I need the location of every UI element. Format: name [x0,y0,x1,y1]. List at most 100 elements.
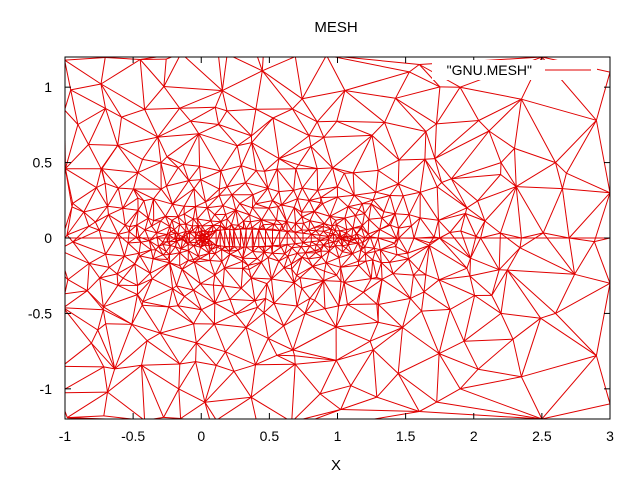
mesh-edge [301,200,310,213]
mesh-edge [94,221,100,231]
mesh-edge [226,182,246,188]
mesh-edge [301,288,311,299]
mesh-edge [180,242,187,250]
mesh-edge [409,275,414,299]
mesh-edge [214,253,223,262]
mesh-edge [407,238,415,254]
mesh-edge [319,393,342,410]
mesh-edge [301,256,309,260]
mesh-edge [144,229,157,234]
mesh-edge [278,260,285,269]
mesh-edge [273,223,281,232]
mesh-edge [185,224,190,233]
mesh-edge [108,267,118,275]
mesh-edge [104,182,119,189]
mesh-edge [179,223,187,232]
mesh-edge [249,214,251,222]
mesh-edge [72,187,97,204]
mesh-edge [449,213,466,233]
mesh-edge [177,205,185,218]
mesh-edge [419,159,426,193]
mesh-edge [203,232,207,235]
mesh-edge [419,192,439,221]
mesh-edge [121,108,145,118]
mesh-edge [364,246,366,254]
mesh-edge [105,323,132,325]
mesh-edge [294,223,297,233]
mesh-edge [384,98,396,123]
mesh-edge [251,219,263,228]
mesh-edge [332,167,354,174]
mesh-edge [116,273,124,279]
mesh-edge [179,90,223,109]
mesh-edge [278,253,286,262]
mesh-edge [283,263,292,269]
mesh-edge [214,90,223,108]
mesh-edge [320,196,338,199]
mesh-edge [301,57,327,100]
mesh-edge [255,203,269,209]
mesh-edge [103,392,108,416]
mesh-edge [166,226,171,235]
mesh-edge [276,219,283,226]
mesh-edge [344,71,410,91]
mesh-edge [425,245,430,275]
mesh-edge [192,230,196,233]
mesh-edge [328,242,331,248]
mesh-edge [266,278,272,284]
mesh-edge [195,201,206,208]
mesh-edge [396,252,408,256]
mesh-edge [484,220,501,234]
mesh-edge [136,236,140,238]
mesh-edge [142,288,173,303]
mesh-edge [190,120,219,125]
mesh-edge [72,225,90,243]
mesh-edge [176,238,181,242]
mesh-edge [375,170,379,193]
mesh-edge [276,206,279,221]
mesh-edge [574,273,610,284]
mesh-edge [184,289,194,297]
mesh-edge [99,229,119,235]
mesh-edge [295,216,303,224]
mesh-edge [297,252,306,254]
mesh-edge [209,260,216,276]
mesh-edge [336,321,379,328]
mesh-edge [229,249,239,252]
mesh-edge [379,249,382,263]
mesh-edge [390,224,399,229]
mesh-edge [65,391,108,394]
mesh-edge [488,130,515,149]
mesh-edge [157,136,168,158]
mesh-edge [145,420,211,423]
mesh-edge [319,385,352,395]
mesh-edge [224,260,243,269]
mesh-edge [122,197,139,209]
mesh-edge [102,285,119,308]
mesh-edge [342,239,349,246]
mesh-edge [334,240,339,246]
mesh-edge [222,70,263,92]
mesh-edge [514,99,522,149]
mesh-edge [155,246,159,251]
mesh-edge [180,239,183,250]
mesh-edge [477,174,501,202]
mesh-edge [296,305,306,314]
mesh-edge [384,122,400,161]
mesh-edge [342,247,347,253]
mesh-edge [466,200,478,209]
mesh-edge [362,237,366,243]
mesh-edge [284,247,293,255]
y-tick-label: 0 [44,230,52,246]
mesh-edge [278,255,289,262]
mesh-edge [301,245,310,248]
mesh-edge [165,167,179,187]
mesh-edge [127,231,130,244]
mesh-edge [170,240,177,247]
mesh-edge [336,120,373,136]
mesh-edge [218,57,223,91]
mesh-edge [172,288,179,306]
mesh-edge [335,224,341,231]
mesh-edge [272,117,310,137]
mesh-edge [210,220,214,226]
